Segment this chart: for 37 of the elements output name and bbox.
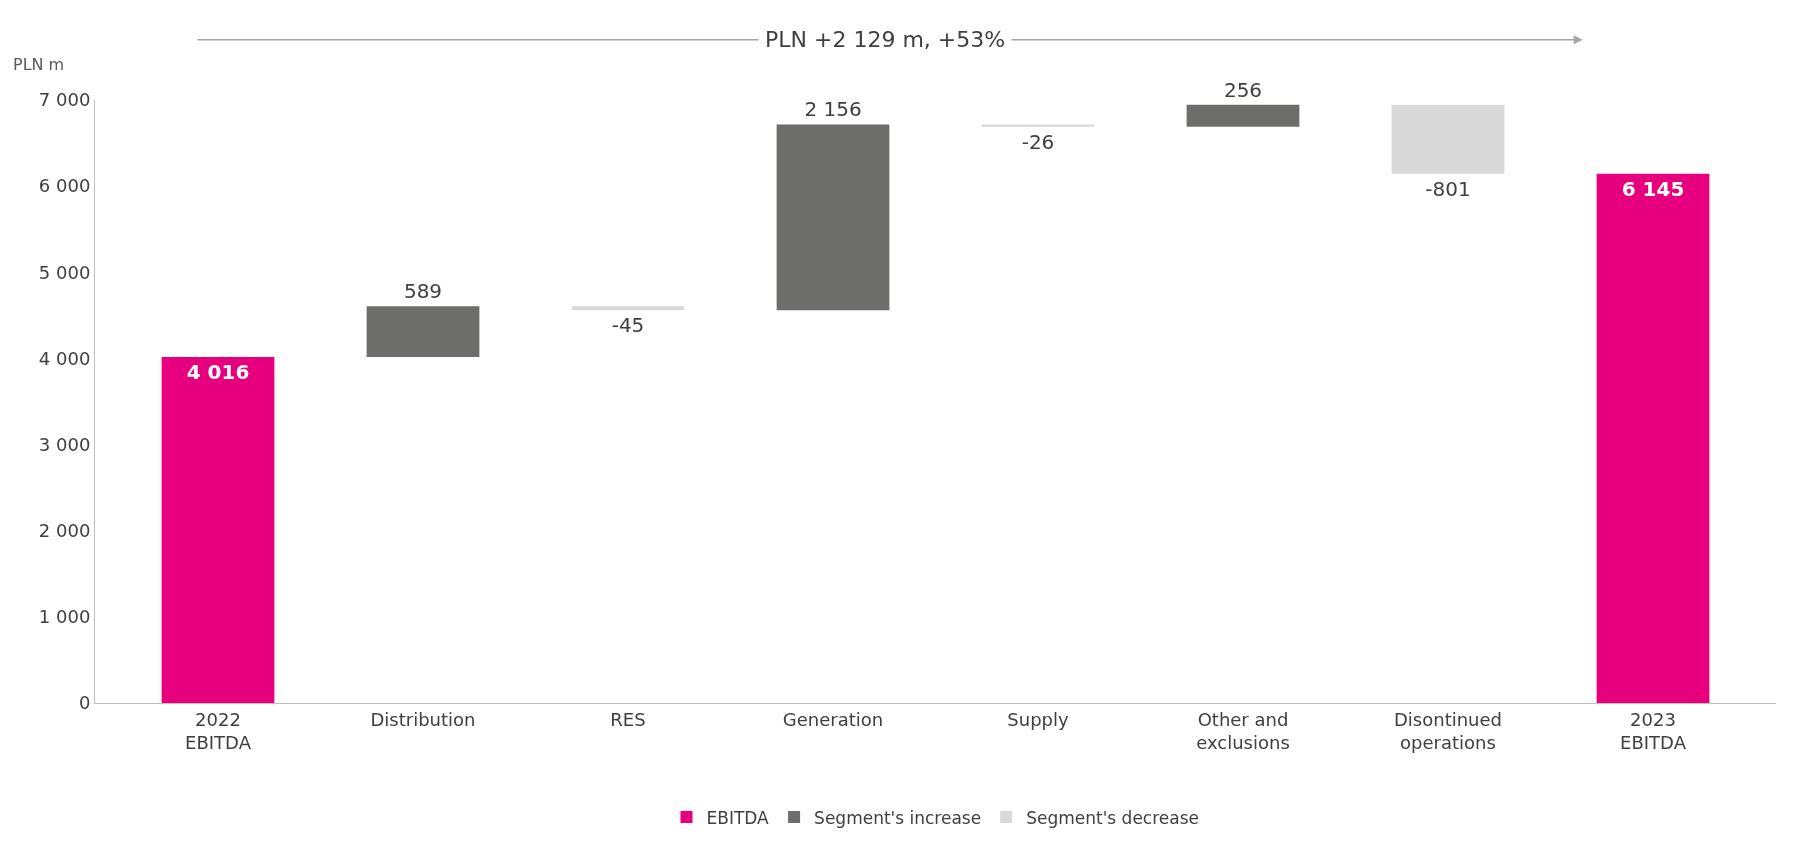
y-tick-label: 4 000 <box>38 347 91 369</box>
data-label: 4 016 <box>186 360 250 385</box>
bar <box>981 124 1095 127</box>
x-tick-label: Other and exclusions <box>1196 708 1290 753</box>
legend-label: Segment's decrease <box>1026 807 1200 828</box>
bar <box>571 306 685 311</box>
bar <box>1391 104 1505 174</box>
y-tick-label: 1 000 <box>38 606 91 628</box>
bar <box>161 357 275 703</box>
x-tick-label: Supply <box>1007 708 1070 730</box>
data-label: 2 156 <box>804 97 862 122</box>
data-label: 6 145 <box>1621 176 1685 201</box>
x-tick-label: RES <box>610 708 646 730</box>
data-label: 256 <box>1223 77 1263 102</box>
bar <box>1186 104 1300 127</box>
y-tick-label: 3 000 <box>38 433 91 455</box>
bar <box>776 124 890 311</box>
data-label: -45 <box>611 313 645 338</box>
y-tick-label: 5 000 <box>38 261 91 283</box>
data-label: -26 <box>1021 129 1055 154</box>
x-tick-label: 2023 EBITDA <box>1620 708 1687 753</box>
data-label: -801 <box>1425 176 1471 201</box>
x-tick-label: Generation <box>782 708 884 730</box>
y-tick-label: 0 <box>78 692 91 714</box>
y-tick-label: 6 000 <box>38 175 91 197</box>
x-tick-label: Disontinued operations <box>1393 708 1503 753</box>
text: PLN +2 129 m, +53% <box>765 27 1006 52</box>
x-tick-label: 2022 EBITDA <box>185 708 252 753</box>
legend-label: EBITDA <box>706 807 770 828</box>
bar <box>1596 173 1710 703</box>
y-tick-label: 7 000 <box>38 89 91 111</box>
x-tick-label: Distribution <box>370 708 476 730</box>
legend-label: Segment's increase <box>814 807 982 828</box>
bar <box>366 306 480 358</box>
y-axis-title: PLN m <box>13 55 65 74</box>
data-label: 589 <box>403 279 443 304</box>
y-tick-label: 2 000 <box>38 520 91 542</box>
